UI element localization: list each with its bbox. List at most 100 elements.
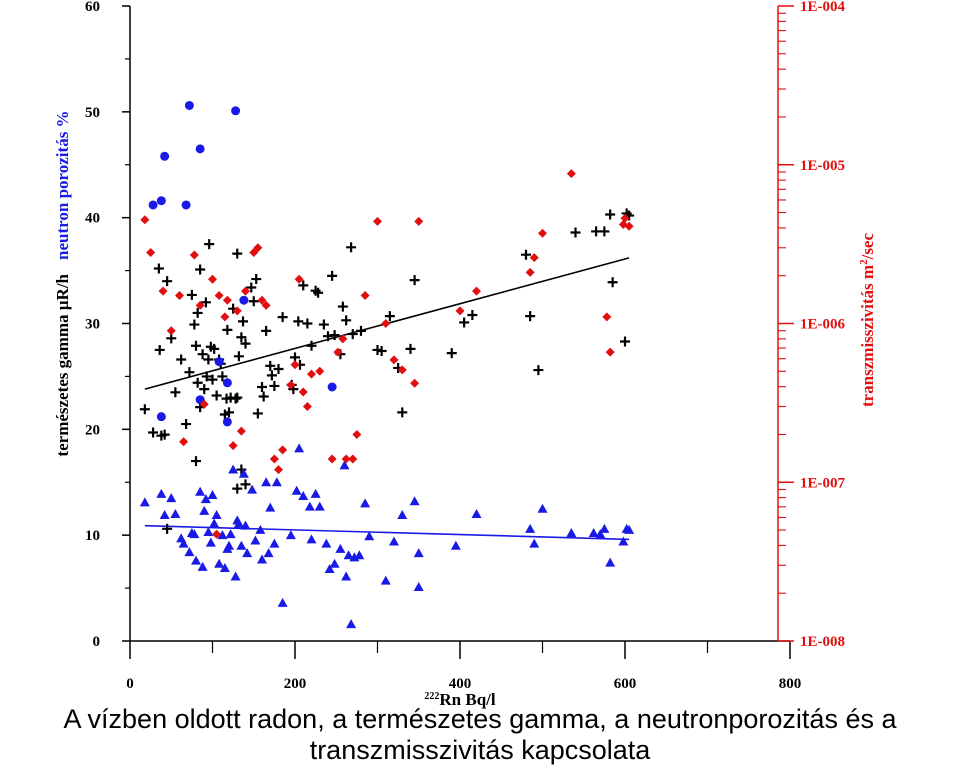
series-plus bbox=[139, 208, 635, 534]
y-right-axis-title-tail: /sec bbox=[858, 233, 877, 261]
data-point-gamma bbox=[446, 348, 457, 359]
y-left-tick-label: 40 bbox=[85, 211, 100, 227]
data-point-transmissivity bbox=[397, 365, 407, 375]
data-point-gamma bbox=[384, 311, 395, 322]
data-point-gamma bbox=[293, 316, 304, 327]
data-point-porosity-triangle bbox=[257, 554, 267, 564]
x-tick-label: 800 bbox=[779, 676, 802, 692]
data-point-gamma bbox=[346, 242, 357, 253]
data-point-transmissivity bbox=[525, 267, 535, 277]
caption-line-2: transzmisszivitás kapcsolata bbox=[309, 735, 651, 765]
data-point-gamma bbox=[306, 340, 317, 351]
data-point-porosity-triangle bbox=[203, 526, 214, 536]
data-point-porosity-triangle bbox=[599, 523, 610, 533]
data-point-transmissivity bbox=[381, 319, 391, 328]
data-point-gamma bbox=[189, 319, 200, 330]
data-point-gamma bbox=[258, 391, 269, 402]
data-point-transmissivity bbox=[290, 360, 300, 370]
data-point-transmissivity bbox=[620, 213, 630, 223]
data-point-porosity-triangle bbox=[238, 468, 249, 478]
data-point-transmissivity bbox=[389, 355, 399, 365]
data-point-transmissivity bbox=[189, 250, 199, 260]
data-point-porosity-triangle bbox=[450, 540, 461, 550]
data-point-transmissivity bbox=[236, 426, 246, 436]
data-point-porosity-triangle bbox=[200, 494, 211, 504]
data-point-porosity-triangle bbox=[166, 493, 177, 503]
data-point-porosity-circle bbox=[231, 106, 241, 116]
data-point-transmissivity bbox=[179, 437, 189, 447]
x-axis-title: 222Rn Bq/l bbox=[424, 690, 495, 709]
data-point-porosity-circle bbox=[214, 357, 224, 367]
data-point-transmissivity bbox=[257, 295, 267, 305]
y-left-axis-title-part1: természetes gamma bbox=[53, 310, 72, 456]
data-point-gamma bbox=[217, 371, 228, 382]
x-tick-label: 400 bbox=[449, 676, 472, 692]
data-point-transmissivity bbox=[222, 295, 232, 305]
data-point-transmissivity bbox=[341, 454, 351, 464]
y-left-tick-label: 20 bbox=[85, 422, 100, 438]
data-point-gamma bbox=[181, 419, 192, 430]
series-circle bbox=[148, 100, 337, 427]
data-point-porosity-triangle bbox=[247, 484, 258, 494]
data-point-porosity-triangle bbox=[341, 571, 352, 581]
data-point-transmissivity bbox=[352, 429, 362, 439]
data-point-gamma bbox=[329, 330, 340, 341]
x-tick-label: 600 bbox=[614, 676, 637, 692]
data-point-transmissivity bbox=[228, 441, 238, 451]
x-axis-title-main: Rn Bq/l bbox=[439, 690, 495, 709]
data-point-porosity-circle bbox=[222, 417, 232, 427]
data-point-transmissivity bbox=[327, 454, 337, 464]
data-point-porosity-triangle bbox=[339, 460, 350, 470]
data-point-gamma bbox=[154, 344, 165, 355]
data-point-gamma bbox=[162, 276, 173, 287]
data-point-gamma bbox=[236, 332, 247, 343]
y-right-tick-label: 1E-008 bbox=[800, 634, 845, 650]
data-point-porosity-triangle bbox=[269, 538, 280, 548]
y-right-axis-title: transzmisszivitás m2/sec bbox=[858, 233, 877, 408]
y-left-axis-title-part2: R/h bbox=[53, 273, 72, 300]
y-left-tick-label: 30 bbox=[85, 317, 100, 333]
data-point-porosity-triangle bbox=[329, 558, 340, 568]
data-point-porosity-triangle bbox=[170, 509, 181, 518]
data-point-porosity-triangle bbox=[285, 530, 296, 540]
data-point-gamma bbox=[265, 360, 276, 371]
data-point-gamma bbox=[525, 311, 536, 322]
data-point-gamma bbox=[599, 226, 610, 237]
data-point-porosity-circle bbox=[184, 100, 194, 110]
data-point-gamma bbox=[192, 377, 203, 388]
data-point-gamma bbox=[195, 264, 206, 275]
data-point-transmissivity bbox=[348, 454, 358, 464]
data-point-porosity-triangle bbox=[178, 538, 189, 548]
data-point-porosity-triangle bbox=[588, 528, 599, 538]
data-point-gamma bbox=[246, 282, 257, 293]
data-point-gamma bbox=[203, 354, 214, 365]
data-point-porosity-triangle bbox=[304, 501, 315, 511]
y-right-tick-label: 1E-007 bbox=[800, 475, 846, 491]
data-point-porosity-triangle bbox=[207, 489, 218, 499]
data-point-gamma bbox=[337, 301, 348, 312]
data-point-gamma bbox=[170, 387, 181, 398]
data-point-transmissivity bbox=[538, 228, 547, 238]
data-point-transmissivity bbox=[166, 326, 176, 336]
data-point-porosity-triangle bbox=[240, 520, 251, 530]
data-point-gamma bbox=[605, 209, 616, 220]
chart-caption: A vízben oldott radon, a természetes gam… bbox=[0, 704, 960, 766]
data-point-gamma bbox=[405, 343, 416, 354]
data-point-gamma bbox=[248, 296, 259, 307]
data-point-gamma bbox=[257, 382, 267, 392]
data-point-porosity-circle bbox=[181, 200, 191, 210]
data-point-transmissivity bbox=[278, 445, 288, 455]
data-point-gamma bbox=[192, 307, 203, 318]
data-point-gamma bbox=[327, 270, 338, 281]
data-point-gamma bbox=[162, 523, 173, 534]
data-point-transmissivity bbox=[338, 334, 348, 344]
data-point-porosity-triangle bbox=[199, 505, 210, 515]
data-point-porosity-triangle bbox=[335, 543, 346, 553]
y-right-axis-title-sup: 2 bbox=[858, 259, 870, 265]
data-point-porosity-triangle bbox=[224, 540, 234, 550]
data-point-porosity-triangle bbox=[354, 550, 365, 560]
data-point-porosity-triangle bbox=[211, 510, 222, 520]
data-point-transmissivity bbox=[307, 369, 316, 379]
data-point-gamma bbox=[197, 349, 208, 360]
